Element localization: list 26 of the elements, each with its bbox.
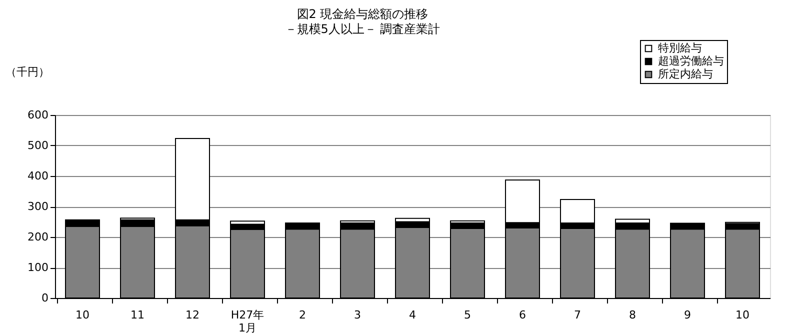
y-axis-title: （千円） xyxy=(6,66,50,78)
y-tick-label: 200 xyxy=(28,230,48,244)
y-tick-label: 0 xyxy=(42,292,48,304)
x-tick-label: 4 xyxy=(409,308,416,322)
y-tick-label: 500 xyxy=(28,139,48,152)
x-tick-label: 8 xyxy=(629,308,636,322)
x-tick-label: 2 xyxy=(299,308,306,322)
y-tick-label: 400 xyxy=(28,170,48,182)
legend-label: 特別給与 xyxy=(658,42,702,54)
legend-label: 超過労働給与 xyxy=(658,54,724,68)
x-tick-label: 7 xyxy=(574,308,581,322)
x-tick-label: 9 xyxy=(684,308,691,322)
x-tick-label: 5 xyxy=(464,308,471,322)
y-tick-label: 600 xyxy=(28,108,48,122)
legend-label: 所定内給与 xyxy=(658,68,713,80)
x-tick-label: 6 xyxy=(519,308,526,322)
x-tick-label: 3 xyxy=(354,308,361,322)
chart-title: 図2 現金給与総額の推移 xyxy=(296,7,428,21)
x-tick-label: H27年 1月 xyxy=(230,308,264,334)
y-tick-label: 300 xyxy=(28,200,48,213)
y-tick-label: 100 xyxy=(28,261,48,274)
x-tick-label: 10 xyxy=(76,308,90,322)
x-tick-label: 10 xyxy=(736,308,750,322)
chart-subtitle: －規模5人以上－ 調査産業計 xyxy=(284,22,440,36)
x-tick-label: 11 xyxy=(130,308,144,322)
x-tick-label: 12 xyxy=(186,308,200,322)
